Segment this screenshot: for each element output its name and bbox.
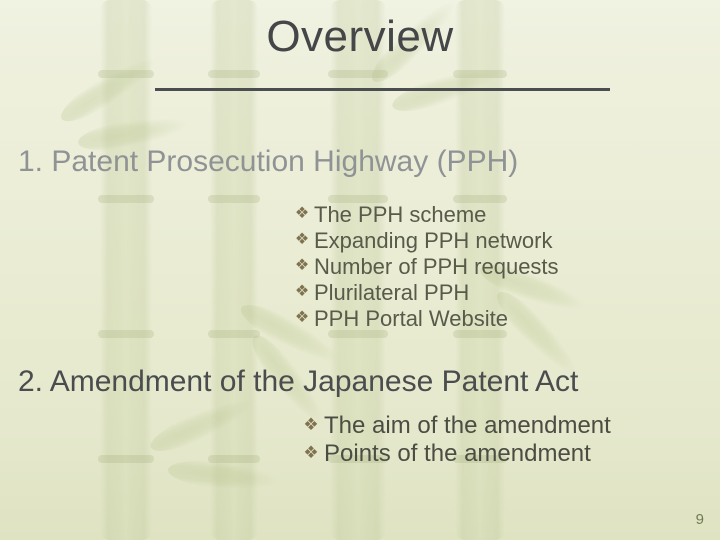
bullet-item: ❖Plurilateral PPH <box>290 280 559 306</box>
diamond-bullet-icon: ❖ <box>298 412 324 435</box>
diamond-bullet-icon: ❖ <box>290 254 314 276</box>
title-underline <box>155 88 610 91</box>
diamond-bullet-icon: ❖ <box>298 440 324 463</box>
slide-title: Overview <box>0 12 720 62</box>
diamond-bullet-icon: ❖ <box>290 280 314 302</box>
section-1-bullet-list: ❖The PPH scheme❖Expanding PPH network❖Nu… <box>290 202 559 332</box>
bullet-item: ❖The aim of the amendment <box>298 412 611 440</box>
bullet-text: PPH Portal Website <box>314 306 559 332</box>
diamond-bullet-icon: ❖ <box>290 202 314 224</box>
diamond-bullet-icon: ❖ <box>290 228 314 250</box>
page-number: 9 <box>696 511 704 528</box>
section-1-heading: 1. Patent Prosecution Highway (PPH) <box>18 145 518 179</box>
bullet-text: Expanding PPH network <box>314 228 559 254</box>
bullet-item: ❖Number of PPH requests <box>290 254 559 280</box>
bullet-item: ❖Points of the amendment <box>298 440 611 468</box>
slide-content: Overview 1. Patent Prosecution Highway (… <box>0 0 720 540</box>
bullet-item: ❖PPH Portal Website <box>290 306 559 332</box>
bullet-text: Plurilateral PPH <box>314 280 559 306</box>
bullet-item: ❖Expanding PPH network <box>290 228 559 254</box>
bullet-text: Points of the amendment <box>324 440 611 468</box>
bullet-text: The PPH scheme <box>314 202 559 228</box>
bullet-text: Number of PPH requests <box>314 254 559 280</box>
section-2-heading: 2. Amendment of the Japanese Patent Act <box>18 365 578 399</box>
bullet-item: ❖The PPH scheme <box>290 202 559 228</box>
diamond-bullet-icon: ❖ <box>290 306 314 328</box>
section-2-bullet-list: ❖The aim of the amendment❖Points of the … <box>298 412 611 469</box>
bullet-text: The aim of the amendment <box>324 412 611 440</box>
